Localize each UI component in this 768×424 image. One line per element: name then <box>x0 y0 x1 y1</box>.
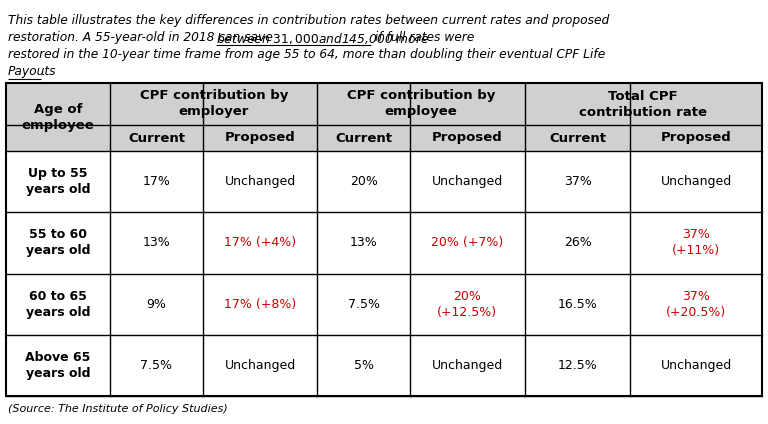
Text: CPF contribution by
employee: CPF contribution by employee <box>347 89 495 118</box>
Text: restoration. A 55-year-old in 2018 can save: restoration. A 55-year-old in 2018 can s… <box>8 31 276 44</box>
Text: 17%: 17% <box>143 175 170 188</box>
Text: Proposed: Proposed <box>225 131 296 145</box>
Text: This table illustrates the key differences in contribution rates between current: This table illustrates the key differenc… <box>8 14 609 27</box>
Text: 37%
(+20.5%): 37% (+20.5%) <box>666 290 727 318</box>
Text: 12.5%: 12.5% <box>558 359 598 372</box>
Text: Unchanged: Unchanged <box>432 175 503 188</box>
Text: Current: Current <box>128 131 185 145</box>
Text: 20%
(+12.5%): 20% (+12.5%) <box>437 290 497 318</box>
Text: 13%: 13% <box>143 236 170 249</box>
Text: Current: Current <box>549 131 606 145</box>
Text: .: . <box>41 65 45 78</box>
Text: Total CPF
contribution rate: Total CPF contribution rate <box>579 89 707 118</box>
Text: 20%: 20% <box>349 175 378 188</box>
Text: 55 to 60
years old: 55 to 60 years old <box>26 229 91 257</box>
Text: restored in the 10-year time frame from age 55 to 64, more than doubling their e: restored in the 10-year time frame from … <box>8 48 605 61</box>
Text: 5%: 5% <box>353 359 373 372</box>
Text: Unchanged: Unchanged <box>660 175 732 188</box>
Text: CPF contribution by
employer: CPF contribution by employer <box>140 89 288 118</box>
Text: Proposed: Proposed <box>432 131 502 145</box>
Text: 7.5%: 7.5% <box>141 359 173 372</box>
Text: if full rates were: if full rates were <box>372 31 475 44</box>
Text: 20% (+7%): 20% (+7%) <box>431 236 503 249</box>
Text: 7.5%: 7.5% <box>348 298 379 311</box>
Text: 17% (+8%): 17% (+8%) <box>224 298 296 311</box>
Text: 37%: 37% <box>564 175 591 188</box>
Bar <box>6 83 762 396</box>
Text: Proposed: Proposed <box>660 131 732 145</box>
Text: Unchanged: Unchanged <box>660 359 732 372</box>
Bar <box>6 83 762 151</box>
Text: Unchanged: Unchanged <box>224 175 296 188</box>
Text: Payouts: Payouts <box>8 65 57 78</box>
Text: 9%: 9% <box>147 298 167 311</box>
Text: (Source: The Institute of Policy Studies): (Source: The Institute of Policy Studies… <box>8 404 228 414</box>
Text: between $31,000 and $145,000 more: between $31,000 and $145,000 more <box>216 31 429 46</box>
Text: Above 65
years old: Above 65 years old <box>25 351 91 380</box>
Text: 16.5%: 16.5% <box>558 298 598 311</box>
Text: 26%: 26% <box>564 236 591 249</box>
Text: 13%: 13% <box>349 236 377 249</box>
Text: Up to 55
years old: Up to 55 years old <box>26 167 91 196</box>
Text: Current: Current <box>335 131 392 145</box>
Text: 17% (+4%): 17% (+4%) <box>224 236 296 249</box>
Text: 60 to 65
years old: 60 to 65 years old <box>26 290 91 318</box>
Text: 37%
(+11%): 37% (+11%) <box>672 229 720 257</box>
Text: Unchanged: Unchanged <box>432 359 503 372</box>
Text: Age of
employee: Age of employee <box>22 103 94 131</box>
Text: Unchanged: Unchanged <box>224 359 296 372</box>
